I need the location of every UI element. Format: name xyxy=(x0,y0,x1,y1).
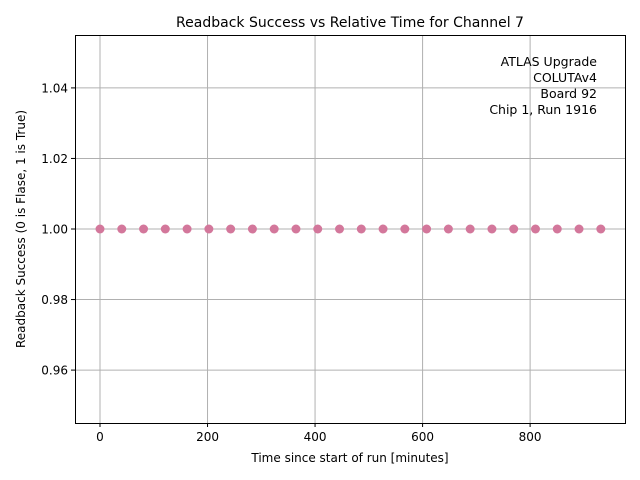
data-point xyxy=(422,224,432,234)
data-point xyxy=(269,224,279,234)
data-point xyxy=(226,224,236,234)
data-point xyxy=(443,224,453,234)
y-tick-label: 1.00 xyxy=(41,223,68,237)
data-point xyxy=(291,224,301,234)
y-axis-label: Readback Success (0 is Flase, 1 is True) xyxy=(14,110,28,348)
x-tick-label: 600 xyxy=(411,430,434,444)
data-point xyxy=(160,224,170,234)
data-point xyxy=(313,224,323,234)
x-tick-label: 800 xyxy=(519,430,542,444)
y-tick-label: 0.96 xyxy=(41,364,68,378)
annotation-line: Chip 1, Run 1916 xyxy=(489,102,597,117)
x-tick-label: 200 xyxy=(196,430,219,444)
data-point xyxy=(139,224,149,234)
data-point xyxy=(247,224,257,234)
chart-title: Readback Success vs Relative Time for Ch… xyxy=(176,15,524,31)
x-axis: 0 200 400 600 800 xyxy=(96,423,542,444)
y-tick-label: 1.02 xyxy=(41,152,68,166)
annotation-line: Board 92 xyxy=(540,86,597,101)
x-tick-label: 400 xyxy=(304,430,327,444)
data-points xyxy=(95,224,606,234)
data-point xyxy=(596,224,606,234)
data-point xyxy=(117,224,127,234)
data-point xyxy=(487,224,497,234)
data-point xyxy=(335,224,345,234)
data-point xyxy=(204,224,214,234)
data-point xyxy=(95,224,105,234)
y-tick-label: 1.04 xyxy=(41,81,68,95)
data-point xyxy=(552,224,562,234)
x-tick-label: 0 xyxy=(96,430,104,444)
plot-frame xyxy=(75,35,626,424)
y-axis: 0.96 0.98 1.00 1.02 1.04 xyxy=(41,81,75,378)
data-point xyxy=(378,224,388,234)
data-point xyxy=(356,224,366,234)
x-axis-label: Time since start of run [minutes] xyxy=(250,451,448,465)
y-tick-label: 0.98 xyxy=(41,293,68,307)
grid-lines xyxy=(75,35,625,423)
data-point xyxy=(509,224,519,234)
annotation-line: ATLAS Upgrade xyxy=(501,54,598,69)
data-point xyxy=(400,224,410,234)
data-point xyxy=(182,224,192,234)
annotation-line: COLUTAv4 xyxy=(533,70,597,85)
data-point xyxy=(465,224,475,234)
data-point xyxy=(530,224,540,234)
data-point xyxy=(574,224,584,234)
